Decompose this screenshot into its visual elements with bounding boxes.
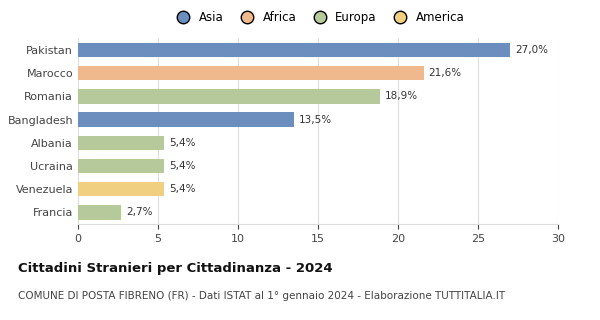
Text: 27,0%: 27,0% — [515, 45, 548, 55]
Text: 5,4%: 5,4% — [169, 138, 196, 148]
Text: 13,5%: 13,5% — [299, 115, 332, 124]
Text: 2,7%: 2,7% — [126, 207, 152, 217]
Text: 21,6%: 21,6% — [428, 68, 461, 78]
Bar — [78, 89, 380, 104]
Legend: Asia, Africa, Europa, America: Asia, Africa, Europa, America — [167, 6, 469, 29]
Bar — [78, 43, 510, 57]
Bar — [78, 112, 294, 127]
Bar — [78, 159, 164, 173]
Text: 18,9%: 18,9% — [385, 92, 418, 101]
Text: COMUNE DI POSTA FIBRENO (FR) - Dati ISTAT al 1° gennaio 2024 - Elaborazione TUTT: COMUNE DI POSTA FIBRENO (FR) - Dati ISTA… — [18, 291, 505, 301]
Bar — [78, 66, 424, 80]
Bar — [78, 136, 164, 150]
Text: 5,4%: 5,4% — [169, 161, 196, 171]
Text: Cittadini Stranieri per Cittadinanza - 2024: Cittadini Stranieri per Cittadinanza - 2… — [18, 262, 332, 276]
Text: 5,4%: 5,4% — [169, 184, 196, 194]
Bar — [78, 205, 121, 220]
Bar — [78, 182, 164, 196]
